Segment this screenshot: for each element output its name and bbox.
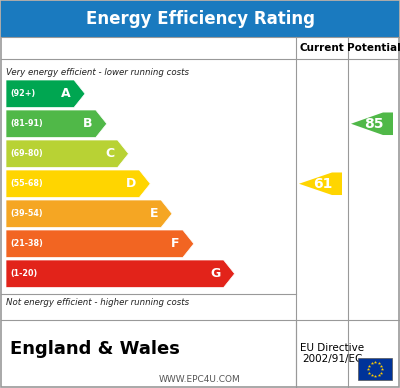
Text: 61: 61 bbox=[313, 177, 332, 191]
Text: (21-38): (21-38) bbox=[10, 239, 43, 248]
Text: (1-20): (1-20) bbox=[10, 269, 37, 278]
Text: A: A bbox=[61, 87, 71, 100]
Text: Not energy efficient - higher running costs: Not energy efficient - higher running co… bbox=[6, 298, 189, 307]
Text: (39-54): (39-54) bbox=[10, 209, 43, 218]
Text: EU Directive: EU Directive bbox=[300, 343, 364, 353]
Text: (55-68): (55-68) bbox=[10, 179, 43, 188]
Polygon shape bbox=[351, 113, 393, 135]
Text: F: F bbox=[171, 237, 180, 250]
Text: WWW.EPC4U.COM: WWW.EPC4U.COM bbox=[159, 376, 241, 385]
Polygon shape bbox=[299, 173, 342, 195]
Text: (69-80): (69-80) bbox=[10, 149, 43, 158]
Text: E: E bbox=[150, 207, 158, 220]
Bar bbox=[358, 358, 392, 380]
Polygon shape bbox=[6, 260, 234, 288]
Text: 2002/91/EC: 2002/91/EC bbox=[302, 354, 362, 364]
Polygon shape bbox=[6, 170, 150, 197]
Polygon shape bbox=[6, 80, 85, 107]
Bar bbox=[1, 1, 399, 37]
Polygon shape bbox=[6, 230, 194, 258]
Text: (81-91): (81-91) bbox=[10, 119, 43, 128]
Text: Very energy efficient - lower running costs: Very energy efficient - lower running co… bbox=[6, 68, 189, 77]
Text: 85: 85 bbox=[364, 117, 384, 131]
Text: B: B bbox=[83, 117, 93, 130]
Text: Energy Efficiency Rating: Energy Efficiency Rating bbox=[86, 10, 314, 28]
Polygon shape bbox=[6, 200, 172, 227]
Text: G: G bbox=[210, 267, 221, 280]
Text: D: D bbox=[126, 177, 136, 190]
Text: (92+): (92+) bbox=[10, 89, 35, 98]
Polygon shape bbox=[6, 140, 128, 168]
Text: C: C bbox=[105, 147, 114, 160]
Text: Current: Current bbox=[300, 43, 344, 53]
Text: England & Wales: England & Wales bbox=[10, 341, 180, 359]
Polygon shape bbox=[6, 110, 107, 137]
Text: Potential: Potential bbox=[347, 43, 400, 53]
